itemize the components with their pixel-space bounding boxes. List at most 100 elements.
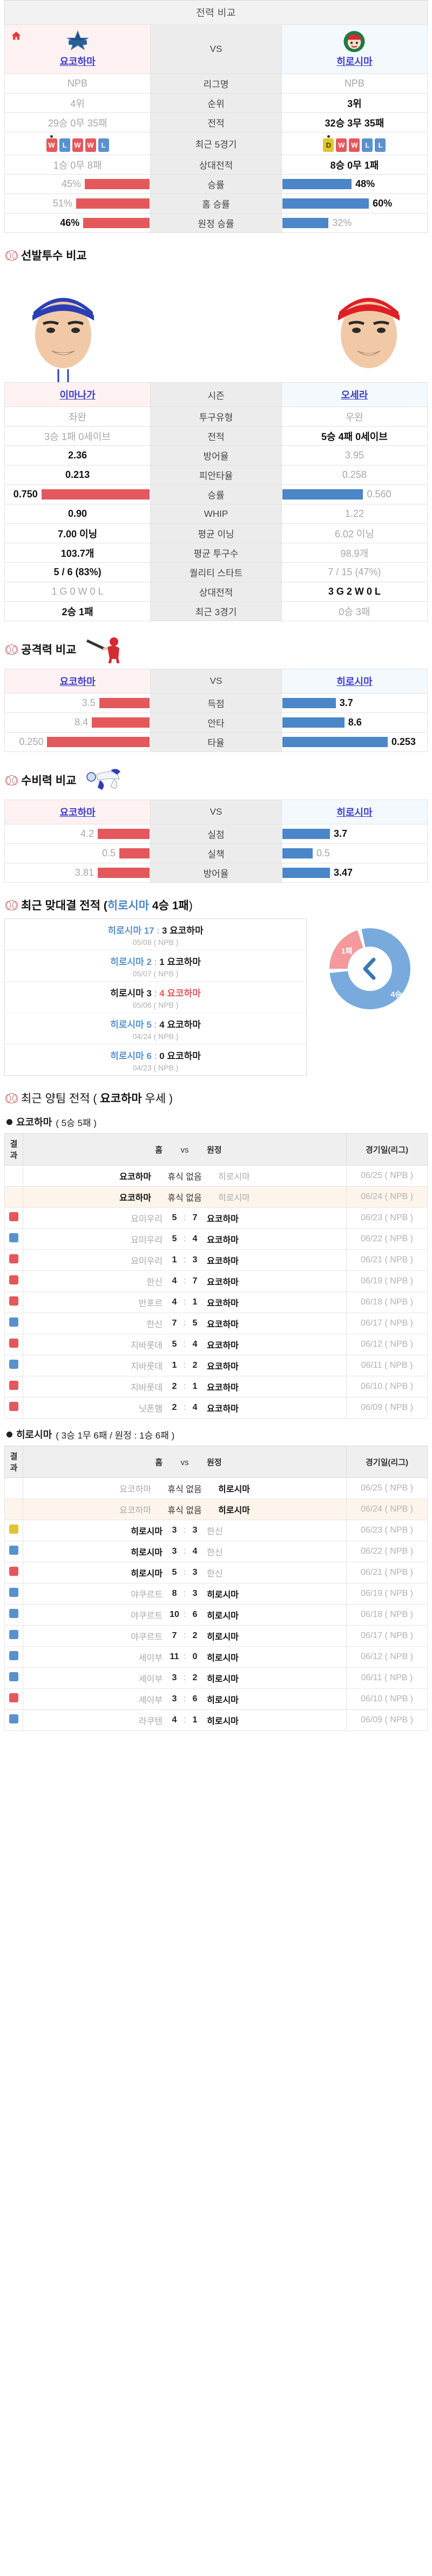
table-row[interactable]: 라쿠텐 4:1 히로시마 06/09 ( NPB ) <box>4 1709 428 1731</box>
away-pitcher-photo <box>318 274 420 382</box>
result-cell <box>4 1165 23 1187</box>
home-pitcher-cell[interactable]: 이마나가 <box>4 382 151 407</box>
table-row[interactable]: 요미우리 1:3 요코하마 06/21 ( NPB ) <box>4 1249 428 1271</box>
h2h-game-item[interactable]: 히로시마 5 : 4 요코하마 04/24 ( NPB ) <box>5 1013 306 1044</box>
table-row[interactable]: 요코하마 휴식 없음 히로시마 06/25 ( NPB ) <box>4 1477 428 1499</box>
stat-label: 투구유형 <box>150 407 282 427</box>
offense-away-link[interactable]: 히로시마 <box>336 676 373 687</box>
table-row[interactable]: 요코하마 휴식 없음 히로시마 06/24 ( NPB ) <box>4 1499 428 1520</box>
matchup-cell: 요코하마 휴식 없음 히로시마 <box>23 1499 347 1520</box>
result-badge <box>9 1672 18 1681</box>
offense-home-cell[interactable]: 요코하마 <box>4 669 151 694</box>
table-row[interactable]: 히로시마 3:4 한신 06/22 ( NPB ) <box>4 1541 428 1562</box>
result-badge <box>9 1482 18 1492</box>
home-team-link[interactable]: 요코하마 <box>59 56 96 67</box>
defense-home-cell[interactable]: 요코하마 <box>4 800 151 824</box>
table-row[interactable]: 한신 7:5 요코하마 06/17 ( NPB ) <box>4 1313 428 1334</box>
stat-row: 4위 순위 3위 <box>4 93 428 113</box>
table-row[interactable]: 지바롯데 5:4 요코하마 06/12 ( NPB ) <box>4 1334 428 1355</box>
table-row[interactable]: 세이부 11:0 히로시마 06/12 ( NPB ) <box>4 1646 428 1668</box>
offense-away-cell[interactable]: 히로시마 <box>281 669 428 694</box>
defense-away-link[interactable]: 히로시마 <box>336 807 373 818</box>
table-row[interactable]: 요미우리 5:7 요코하마 06/23 ( NPB ) <box>4 1207 428 1229</box>
table-row[interactable]: 닛폰햄 2:4 요코하마 06/09 ( NPB ) <box>4 1397 428 1419</box>
offense-home-link[interactable]: 요코하마 <box>59 676 96 687</box>
chevron-left-icon[interactable] <box>329 928 410 1009</box>
vs-label-power: VS <box>150 24 282 74</box>
h2h-game-item[interactable]: 히로시마 3 : 4 요코하마 05/06 ( NPB ) <box>5 982 306 1013</box>
stat-left-value: 1승 0무 8패 <box>4 155 151 175</box>
stat-left-bar-cell: 45% <box>4 174 151 194</box>
stat-label: 순위 <box>150 93 282 113</box>
stat-right-value: NPB <box>281 74 428 94</box>
bar-value-label: 3.7 <box>339 697 353 708</box>
away-pitcher-link[interactable]: 오세라 <box>341 390 368 401</box>
form-badge: W <box>336 138 347 152</box>
result-badge <box>9 1693 18 1702</box>
bar-value-label: 3.5 <box>82 697 96 708</box>
table-row[interactable]: 야쿠르트 7:2 히로시마 06/17 ( NPB ) <box>4 1625 428 1647</box>
table-row[interactable]: 세이부 3:6 히로시마 06/10 ( NPB ) <box>4 1688 428 1710</box>
away-block-record: ( 3승 1무 6패 / 원정 : 1승 6패 ) <box>56 1430 175 1441</box>
home-team-cell[interactable]: 요코하마 <box>4 24 151 74</box>
h2h-score-line: 히로시마 3 : 4 요코하마 <box>110 988 201 999</box>
stat-left-value: 2.36 <box>4 445 151 465</box>
table-row[interactable]: 야쿠르트 10:6 히로시마 06/18 ( NPB ) <box>4 1604 428 1626</box>
baseball-icon <box>5 1093 18 1103</box>
stat-right-value: 32승 3무 35패 <box>281 112 428 132</box>
home-pitcher-link[interactable]: 이마나가 <box>59 390 96 401</box>
defense-section-header: 수비력 비교 <box>5 766 428 794</box>
bar-fill-away <box>282 698 336 708</box>
stat-left-value: 103.7개 <box>4 543 151 563</box>
h2h-game-item[interactable]: 히로시마 2 : 1 요코하마 05/07 ( NPB ) <box>5 950 306 982</box>
stat-label: 최근 3경기 <box>150 601 282 621</box>
stat-left-value: 4위 <box>4 93 151 113</box>
bar-value-label: 0.250 <box>19 736 44 747</box>
defense-away-cell[interactable]: 히로시마 <box>281 800 428 824</box>
stat-row: 2승 1패 최근 3경기 0승 3패 <box>4 601 428 621</box>
table-row[interactable]: 야쿠르트 8:3 히로시마 06/19 ( NPB ) <box>4 1583 428 1605</box>
result-badge <box>9 1233 18 1242</box>
table-row[interactable]: 한신 4:7 요코하마 06/19 ( NPB ) <box>4 1270 428 1292</box>
matchup-cell: 한신 7:5 요코하마 <box>23 1313 347 1334</box>
table-row[interactable]: 히로시마 3:3 한신 06/23 ( NPB ) <box>4 1520 428 1541</box>
result-cell <box>4 1604 23 1626</box>
bar-value-label: 0.5 <box>316 848 330 858</box>
away-team-link[interactable]: 히로시마 <box>336 56 373 67</box>
h2h-game-item[interactable]: 히로시마 17 : 3 요코하마 05/08 ( NPB ) <box>5 919 306 950</box>
result-badge <box>9 1360 18 1369</box>
stat-bar-row: 0.250 타율 0.253 <box>4 732 428 752</box>
stat-left-value: 2승 1패 <box>4 601 151 621</box>
result-badge <box>9 1381 18 1390</box>
stat-left-value: NPB <box>4 74 151 94</box>
defense-home-link[interactable]: 요코하마 <box>59 807 96 818</box>
h2h-game-date: 05/07 ( NPB ) <box>132 969 179 978</box>
pitcher-stat-rows: 좌완 투구유형 우완 3승 1패 0세이브 전적 5승 4패 0세이브 2.36 방어율 3.9… <box>4 407 428 621</box>
away-pitcher-cell[interactable]: 오세라 <box>281 382 428 407</box>
away-team-cell[interactable]: 히로시마 <box>281 24 428 74</box>
table-row[interactable]: 지바롯데 1:2 요코하마 06/11 ( NPB ) <box>4 1355 428 1376</box>
table-row[interactable]: 요미우리 5:4 요코하마 06/22 ( NPB ) <box>4 1228 428 1250</box>
table-row[interactable]: 히로시마 5:3 한신 06/21 ( NPB ) <box>4 1562 428 1583</box>
table-row[interactable]: 세이부 3:2 히로시마 06/11 ( NPB ) <box>4 1667 428 1689</box>
h2h-donut-chart: 1패 4승 <box>329 928 410 1009</box>
col-matchup: 홈 vs 원정 <box>23 1133 347 1166</box>
h2h-game-item[interactable]: 히로시마 6 : 0 요코하마 04/23 ( NPB ) <box>5 1044 306 1075</box>
table-row[interactable]: 요코하마 휴식 없음 히로시마 06/25 ( NPB ) <box>4 1165 428 1187</box>
matchup-cell: 라쿠텐 4:1 히로시마 <box>23 1709 347 1731</box>
result-badge <box>9 1546 18 1555</box>
result-cell <box>4 1520 23 1541</box>
matchup-cell: 요코하마 휴식 없음 히로시마 <box>23 1186 347 1208</box>
stat-right-bar-cell: 0.5 <box>281 843 428 863</box>
donut-hole <box>348 947 392 991</box>
result-cell <box>4 1249 23 1271</box>
matchup-cell: 지바롯데 5:4 요코하마 <box>23 1334 347 1355</box>
stat-left-value: 좌완 <box>4 407 151 427</box>
form-badge: D <box>323 138 334 152</box>
table-row[interactable]: 요코하마 휴식 없음 히로시마 06/24 ( NPB ) <box>4 1186 428 1208</box>
stat-row: 3승 1패 0세이브 전적 5승 4패 0세이브 <box>4 426 428 446</box>
table-row[interactable]: 지바롯데 2:1 요코하마 06/10 ( NPB ) <box>4 1376 428 1397</box>
table-row[interactable]: 반포르 4:1 요코하마 06/18 ( NPB ) <box>4 1292 428 1313</box>
stat-left-bar-cell: 0.750 <box>4 484 151 504</box>
